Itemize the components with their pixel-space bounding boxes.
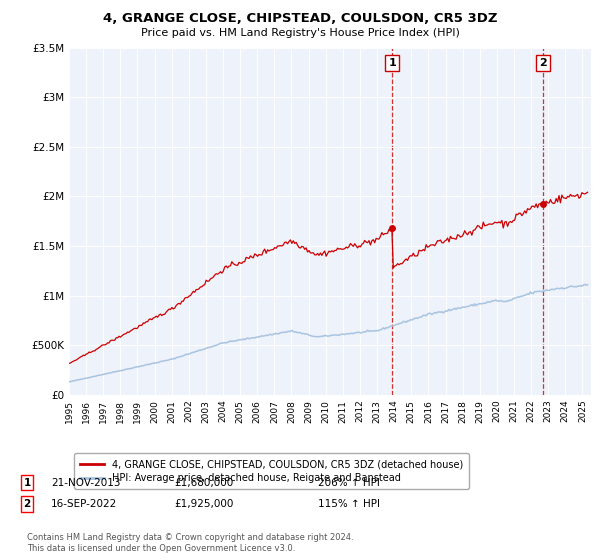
Text: £1,925,000: £1,925,000 [174, 499, 233, 509]
Text: 1: 1 [23, 478, 31, 488]
Text: 115% ↑ HPI: 115% ↑ HPI [318, 499, 380, 509]
Text: Contains HM Land Registry data © Crown copyright and database right 2024.
This d: Contains HM Land Registry data © Crown c… [27, 533, 353, 553]
Text: Price paid vs. HM Land Registry's House Price Index (HPI): Price paid vs. HM Land Registry's House … [140, 28, 460, 38]
Text: £1,680,000: £1,680,000 [174, 478, 233, 488]
Text: 16-SEP-2022: 16-SEP-2022 [51, 499, 117, 509]
Text: 206% ↑ HPI: 206% ↑ HPI [318, 478, 380, 488]
Text: 2: 2 [539, 58, 547, 68]
Text: 1: 1 [388, 58, 396, 68]
Text: 4, GRANGE CLOSE, CHIPSTEAD, COULSDON, CR5 3DZ: 4, GRANGE CLOSE, CHIPSTEAD, COULSDON, CR… [103, 12, 497, 25]
Legend: 4, GRANGE CLOSE, CHIPSTEAD, COULSDON, CR5 3DZ (detached house), HPI: Average pri: 4, GRANGE CLOSE, CHIPSTEAD, COULSDON, CR… [74, 454, 469, 489]
Text: 2: 2 [23, 499, 31, 509]
Text: 21-NOV-2013: 21-NOV-2013 [51, 478, 121, 488]
